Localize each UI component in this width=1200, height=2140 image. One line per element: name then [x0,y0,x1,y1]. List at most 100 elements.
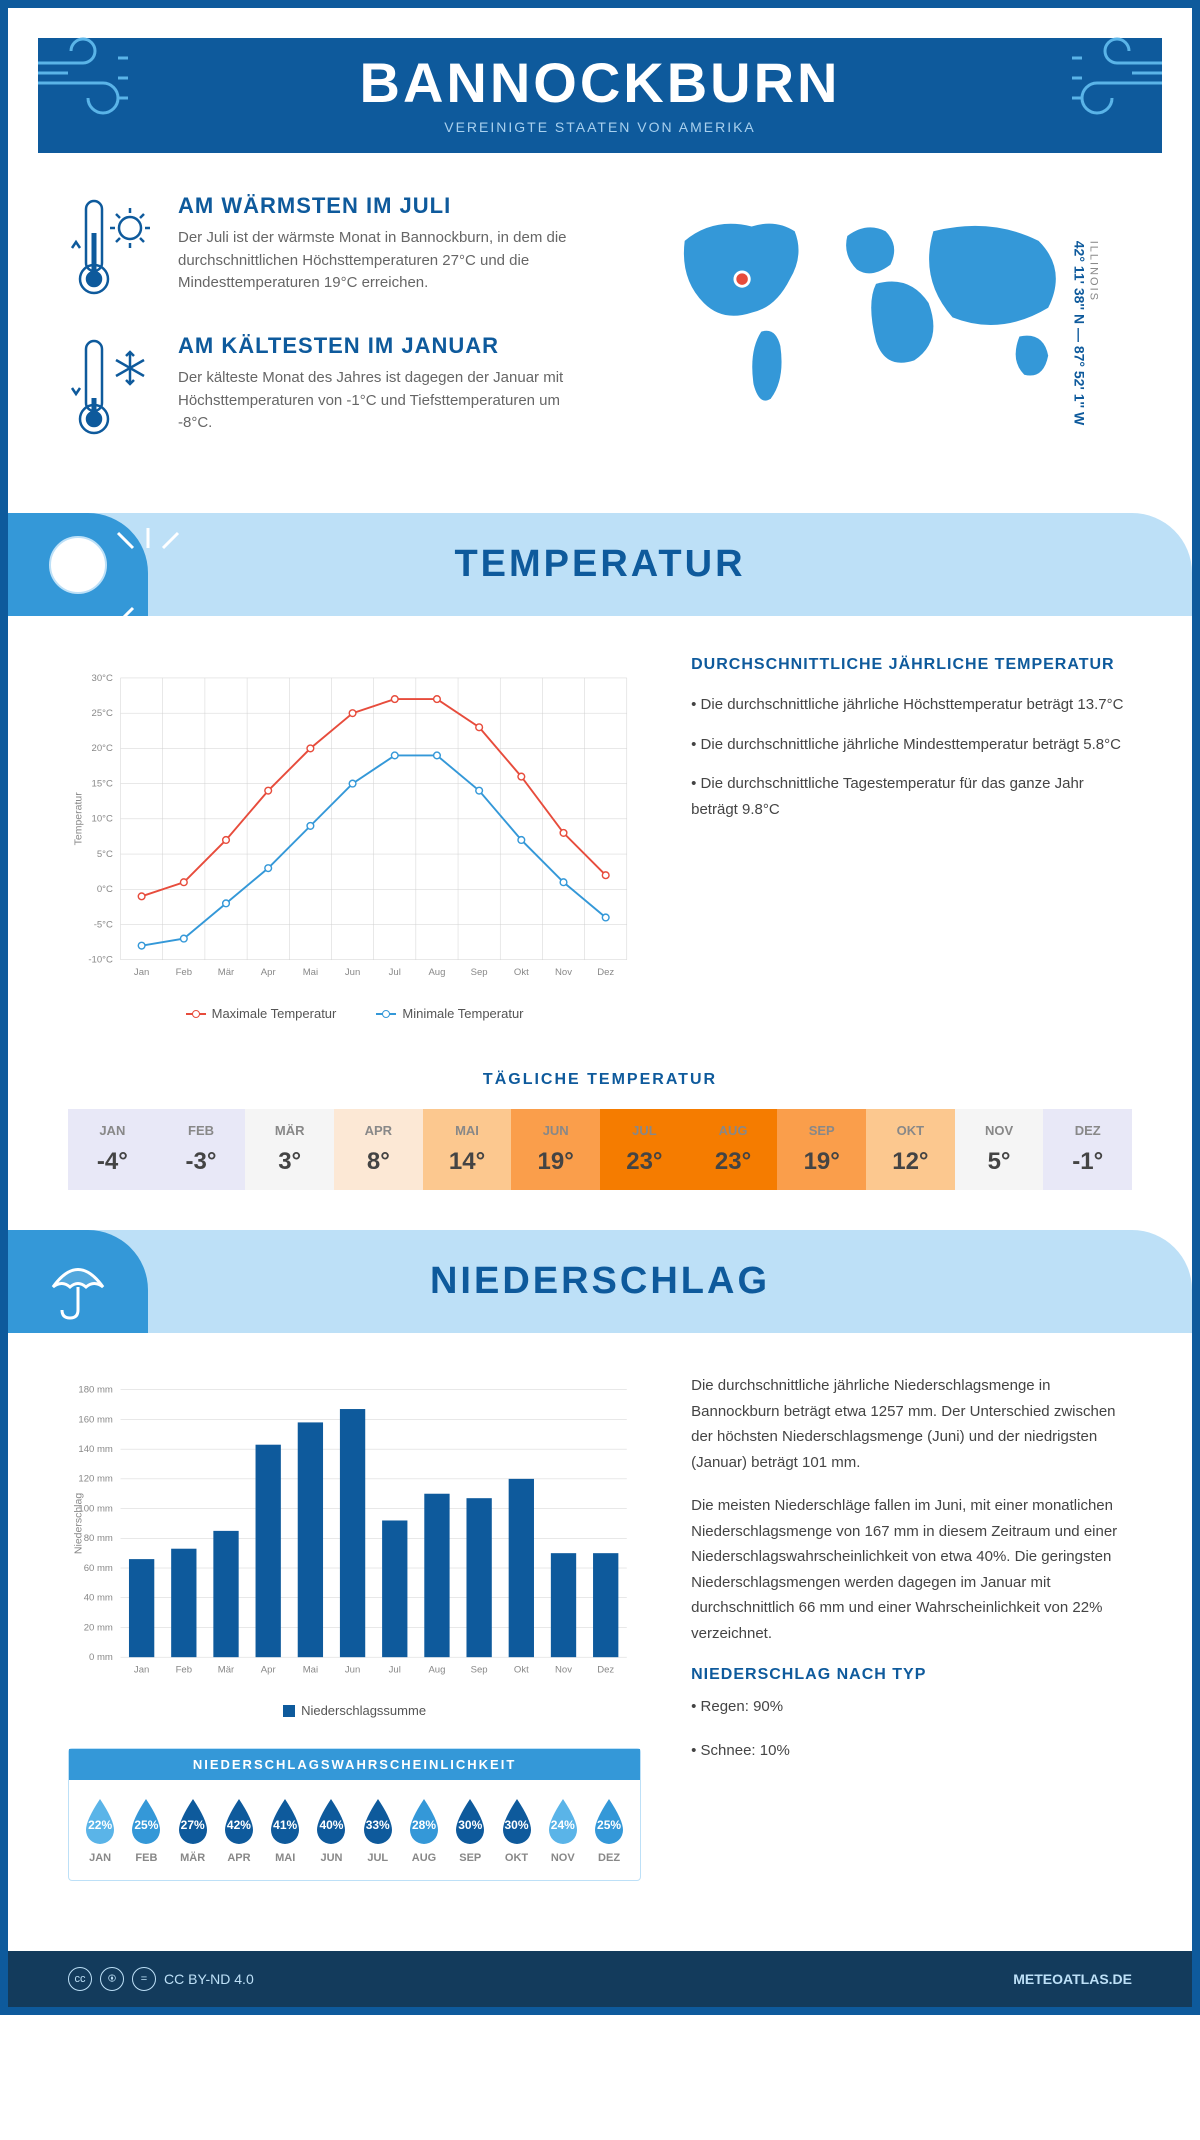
thermometer-sun-icon [68,193,158,303]
wind-icon [1042,28,1172,128]
fact-cold-title: AM KÄLTESTEN IM JANUAR [178,333,580,359]
daily-cell: FEB-3° [157,1109,246,1190]
svg-text:Mär: Mär [218,1664,235,1675]
svg-text:15°C: 15°C [92,778,113,789]
temperature-chart: -10°C-5°C0°C5°C10°C15°C20°C25°C30°CJanFe… [68,656,641,1021]
svg-text:Dez: Dez [597,967,614,978]
svg-text:20 mm: 20 mm [84,1622,113,1633]
svg-text:-5°C: -5°C [94,919,113,930]
svg-text:Apr: Apr [261,967,277,978]
daily-cell: NOV5° [955,1109,1044,1190]
svg-text:Mär: Mär [218,967,235,978]
svg-text:Temperatur: Temperatur [72,792,84,846]
svg-text:Aug: Aug [428,967,445,978]
svg-text:80 mm: 80 mm [84,1533,113,1544]
precip-text: Die durchschnittliche jährliche Niedersc… [691,1373,1132,1475]
svg-text:Apr: Apr [261,1664,277,1675]
by-icon: 🅯 [100,1967,124,1991]
precip-text: Die meisten Niederschläge fallen im Juni… [691,1493,1132,1646]
daily-cell: JUL23° [600,1109,689,1190]
svg-text:0 mm: 0 mm [89,1652,113,1663]
svg-text:Dez: Dez [597,1664,614,1675]
coordinates: ILLINOIS 42° 11' 38'' N — 87° 52' 1'' W [1071,241,1099,426]
fact-warmest: AM WÄRMSTEN IM JULI Der Juli ist der wär… [68,193,580,303]
prob-cell: 28%AUG [401,1796,447,1864]
daily-cell: OKT12° [866,1109,955,1190]
prob-cell: 22%JAN [77,1796,123,1864]
cc-icon: cc [68,1967,92,1991]
svg-text:180 mm: 180 mm [78,1385,113,1396]
svg-text:Okt: Okt [514,967,529,978]
svg-text:Jul: Jul [389,1664,401,1675]
svg-text:Sep: Sep [471,1664,488,1675]
svg-text:140 mm: 140 mm [78,1444,113,1455]
fact-warm-text: Der Juli ist der wärmste Monat in Bannoc… [178,227,580,295]
svg-text:Niederschlag: Niederschlag [72,1493,84,1554]
temp-bullet: • Die durchschnittliche Tagestemperatur … [691,771,1132,822]
thermometer-snow-icon [68,333,158,443]
svg-text:Mai: Mai [303,967,318,978]
svg-text:30°C: 30°C [92,673,113,684]
legend-max: .legend-item:nth-child(1) .legend-swatch… [186,1006,337,1021]
page-header: BANNOCKBURN VEREINIGTE STAATEN VON AMERI… [38,38,1162,153]
prob-cell: 27%MÄR [170,1796,216,1864]
svg-text:10°C: 10°C [92,814,113,825]
daily-temp-title: TÄGLICHE TEMPERATUR [68,1071,1132,1089]
svg-text:Sep: Sep [471,967,488,978]
svg-text:Okt: Okt [514,1664,529,1675]
svg-text:40 mm: 40 mm [84,1593,113,1604]
precip-type-title: NIEDERSCHLAG NACH TYP [691,1666,1132,1684]
daily-cell: JUN19° [511,1109,600,1190]
svg-text:Jan: Jan [134,967,149,978]
svg-text:25°C: 25°C [92,708,113,719]
precipitation-chart: 0 mm20 mm40 mm60 mm80 mm100 mm120 mm140 … [68,1373,641,1881]
license-text: CC BY-ND 4.0 [164,1971,254,1987]
section-title: NIEDERSCHLAG [8,1260,1192,1303]
svg-text:Jan: Jan [134,1664,149,1675]
svg-text:160 mm: 160 mm [78,1414,113,1425]
svg-text:Jun: Jun [345,1664,360,1675]
sun-rays-icon [108,523,188,616]
prob-cell: 41%MAI [262,1796,308,1864]
legend-precip: Niederschlagssumme [283,1703,426,1718]
svg-text:Nov: Nov [555,967,572,978]
temp-info-title: DURCHSCHNITTLICHE JÄHRLICHE TEMPERATUR [691,656,1132,674]
svg-text:Jun: Jun [345,967,360,978]
svg-text:Aug: Aug [428,1664,445,1675]
daily-cell: MÄR3° [245,1109,334,1190]
svg-text:5°C: 5°C [97,849,113,860]
fact-warm-title: AM WÄRMSTEN IM JULI [178,193,580,219]
prob-cell: 25%FEB [123,1796,169,1864]
svg-text:120 mm: 120 mm [78,1474,113,1485]
svg-text:Feb: Feb [176,1664,192,1675]
probability-title: NIEDERSCHLAGSWAHRSCHEINLICHKEIT [69,1749,640,1780]
section-header-precip: NIEDERSCHLAG [8,1230,1192,1333]
prob-cell: 24%NOV [540,1796,586,1864]
svg-text:Feb: Feb [176,967,192,978]
sun-icon [43,530,113,600]
probability-box: NIEDERSCHLAGSWAHRSCHEINLICHKEIT 22%JAN25… [68,1748,641,1881]
fact-cold-text: Der kälteste Monat des Jahres ist dagege… [178,367,580,435]
legend-min: .legend-item:nth-child(2) .legend-swatch… [376,1006,523,1021]
prob-cell: 42%APR [216,1796,262,1864]
section-header-temp: TEMPERATUR [8,513,1192,616]
daily-cell: AUG23° [689,1109,778,1190]
page-title: BANNOCKBURN [38,50,1162,115]
daily-cell: JAN-4° [68,1109,157,1190]
fact-coldest: AM KÄLTESTEN IM JANUAR Der kälteste Mona… [68,333,580,443]
daily-cell: SEP19° [777,1109,866,1190]
prob-cell: 30%OKT [493,1796,539,1864]
page-footer: cc 🅯 = CC BY-ND 4.0 METEOATLAS.DE [8,1951,1192,2007]
daily-cell: MAI14° [423,1109,512,1190]
temp-bullet: • Die durchschnittliche jährliche Mindes… [691,732,1132,758]
prob-cell: 25%DEZ [586,1796,632,1864]
nd-icon: = [132,1967,156,1991]
umbrella-icon [38,1242,118,1322]
svg-text:-10°C: -10°C [88,955,113,966]
prob-cell: 30%SEP [447,1796,493,1864]
daily-cell: DEZ-1° [1043,1109,1132,1190]
svg-text:Jul: Jul [389,967,401,978]
precip-type: • Schnee: 10% [691,1738,1132,1764]
svg-text:Nov: Nov [555,1664,572,1675]
precip-type: • Regen: 90% [691,1694,1132,1720]
